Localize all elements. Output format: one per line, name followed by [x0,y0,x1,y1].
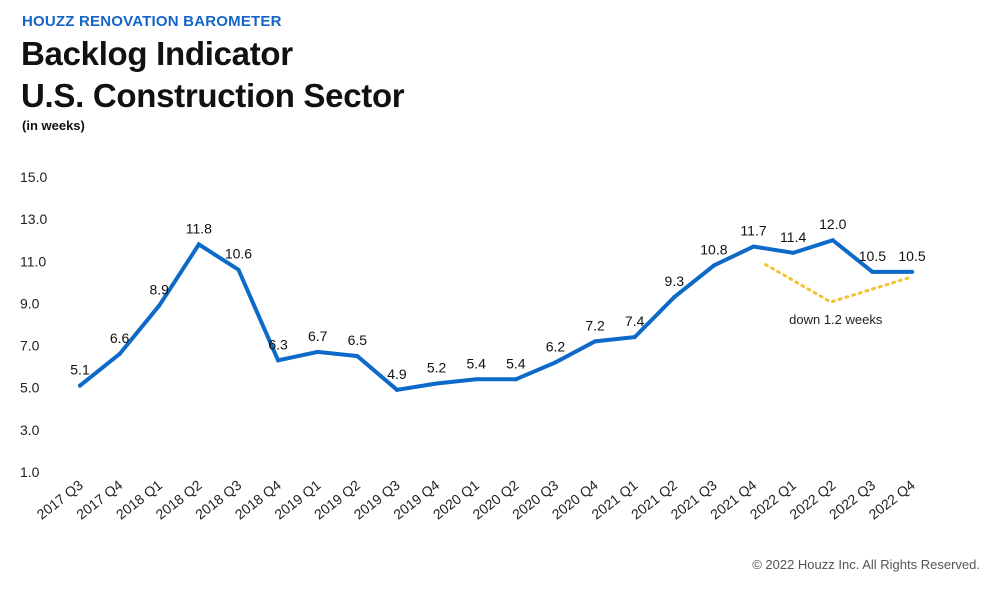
data-label: 10.6 [225,246,252,262]
data-label: 12.0 [819,216,846,232]
data-labels: 5.1 6.6 8.9 11.8 10.6 6.3 6.7 6.5 4.9 5.2 5.4 5.4 6.… [70,216,926,382]
data-point [355,354,360,359]
data-point [236,267,241,272]
data-label: 6.7 [308,328,328,344]
annotation-label: down 1.2 weeks [789,312,883,327]
data-label: 11.4 [780,229,806,245]
data-label: 7.4 [625,313,645,329]
chart-subtitle: (in weeks) [22,118,85,133]
data-point [157,303,162,308]
data-label: 10.5 [859,248,886,264]
data-label: 5.1 [70,362,90,378]
data-point [751,244,756,249]
chart-title: Backlog Indicator U.S. Construction Sect… [21,33,405,117]
y-tick-label: 1.0 [20,464,40,480]
data-point [513,377,518,382]
y-tick-label: 13.0 [20,211,47,227]
series-layer [78,237,914,392]
data-point [474,377,479,382]
data-label: 6.6 [110,330,130,346]
data-point [394,387,399,392]
data-label: 5.2 [427,360,447,376]
chart-title-line1: Backlog Indicator [21,35,293,72]
data-point [632,335,637,340]
y-tick-label: 11.0 [20,253,46,269]
data-point [315,349,320,354]
y-axis: 15.0 13.0 11.0 9.0 7.0 5.0 3.0 1.0 [20,169,47,480]
data-label: 6.2 [546,338,566,354]
data-label: 8.9 [150,282,170,298]
data-label: 4.9 [387,366,407,382]
series-line [78,237,914,392]
data-label: 5.4 [466,355,486,371]
data-label: 5.4 [506,355,526,371]
y-tick-label: 7.0 [20,338,40,354]
data-label: 6.3 [268,336,288,352]
data-point [910,269,914,274]
data-point [711,263,716,268]
data-label: 10.5 [898,248,925,264]
data-label: 9.3 [665,273,685,289]
y-tick-label: 9.0 [20,295,40,311]
data-point [276,358,281,363]
data-point [593,339,598,344]
data-point [553,360,558,365]
annotation-layer: down 1.2 weeks [764,263,914,327]
y-tick-label: 3.0 [20,422,40,438]
data-label: 11.7 [740,223,766,239]
data-label: 6.5 [348,332,368,348]
data-point [78,383,82,388]
data-point [791,250,796,255]
y-tick-label: 5.0 [20,380,40,396]
data-point [830,238,835,243]
data-point [196,242,201,247]
data-label: 10.8 [700,242,727,258]
data-point [870,269,875,274]
copyright-text: © 2022 Houzz Inc. All Rights Reserved. [752,557,980,572]
data-label: 11.8 [186,220,212,236]
chart-title-line2: U.S. Construction Sector [21,77,405,114]
data-label: 7.2 [585,317,605,333]
y-tick-label: 15.0 [20,169,47,185]
annotation-dotted-line [764,263,914,304]
kicker-label: HOUZZ RENOVATION BAROMETER [22,13,282,30]
data-point [117,352,122,356]
data-point [672,295,677,300]
data-point [434,381,439,386]
